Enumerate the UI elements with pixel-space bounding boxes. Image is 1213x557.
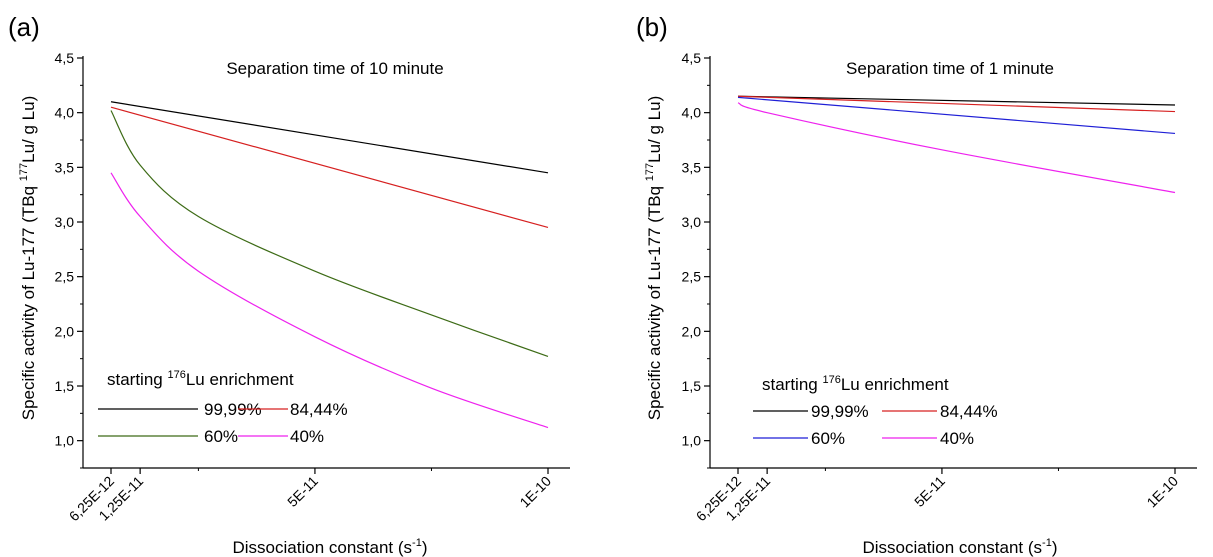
legend-entry-label: 60%: [204, 427, 238, 446]
legend-entry-label: 40%: [940, 429, 974, 448]
y-axis-label-superscript: 177: [644, 163, 656, 181]
y-axis-label-main: Specific activity of Lu-177 (TBq: [645, 181, 664, 420]
x-axis-label-superscript: -1: [1042, 537, 1052, 549]
legend: starting 176Lu enrichment 99,99% 84,44% 60%…: [98, 369, 348, 446]
legend-entry-label: 60%: [811, 429, 845, 448]
legend: starting 176Lu enrichment 99,99% 84,44% 60%…: [753, 374, 998, 448]
y-axis-label-superscript: 177: [18, 163, 30, 181]
series-line-2: [737, 96, 1176, 135]
x-axis-label-main: Dissociation constant (s: [233, 538, 413, 557]
y-tick-label: 2,0: [55, 323, 75, 339]
y-tick-label: 1,0: [55, 433, 75, 449]
panel-label: (b): [636, 12, 668, 42]
y-tick-label: 1,0: [682, 433, 702, 449]
x-axis-label-main: Dissociation constant (s: [863, 538, 1043, 557]
legend-entry-label: 40%: [290, 427, 324, 446]
legend-title-superscript: 176: [167, 369, 185, 381]
legend-title: starting 176Lu enrichment: [762, 374, 949, 394]
chart-title: Separation time of 1 minute: [846, 59, 1054, 78]
x-tick-label: 1E-10: [1143, 473, 1181, 511]
legend-title-end: Lu enrichment: [186, 370, 294, 389]
series-line-2: [110, 110, 549, 358]
x-axis-label: Dissociation constant (s-1): [863, 537, 1058, 557]
x-axis-label-end: ): [1052, 538, 1058, 557]
y-axis-label: Specific activity of Lu-177 (TBq 177Lu/ …: [18, 96, 38, 421]
y-axis-label: Specific activity of Lu-177 (TBq 177Lu/ …: [644, 96, 664, 421]
y-axis-label-main: Specific activity of Lu-177 (TBq: [19, 181, 38, 420]
y-tick-label: 1,5: [682, 378, 702, 394]
legend-entry-label: 99,99%: [811, 402, 869, 421]
legend-title-main: starting: [107, 370, 167, 389]
series-line-0: [110, 101, 549, 174]
series-line-0: [737, 95, 1176, 106]
y-tick-label: 4,5: [682, 50, 702, 66]
legend-entry-label: 84,44%: [940, 402, 998, 421]
x-tick-label: 1E-10: [516, 473, 554, 511]
y-tick-label: 3,5: [55, 159, 75, 175]
x-axis-label: Dissociation constant (s-1): [233, 537, 428, 557]
x-tick-label: 5E-11: [911, 473, 948, 510]
y-tick-label: 3,5: [682, 159, 702, 175]
y-tick-label: 4,0: [55, 105, 75, 121]
legend-entry-label: 84,44%: [290, 400, 348, 419]
legend-title-main: starting: [762, 375, 822, 394]
y-axis-label-unit: Lu/ g Lu): [645, 96, 664, 163]
y-axis-label-unit: Lu/ g Lu): [19, 96, 38, 163]
y-tick-label: 1,5: [55, 378, 75, 394]
x-axis-label-end: ): [422, 538, 428, 557]
legend-title-superscript: 176: [822, 374, 840, 386]
y-tick-label: 2,0: [682, 323, 702, 339]
chart-title: Separation time of 10 minute: [226, 59, 443, 78]
y-tick-label: 2,5: [682, 269, 702, 285]
chart-panel-b: (b)1,01,52,02,53,03,54,04,56,25E-121,25E…: [636, 12, 1197, 557]
x-tick-label: 5E-11: [284, 473, 321, 510]
chart-panel-a: (a)1,01,52,02,53,03,54,04,56,25E-121,25E…: [8, 12, 570, 557]
y-tick-label: 4,0: [682, 105, 702, 121]
legend-entry-label: 99,99%: [204, 400, 262, 419]
legend-title: starting 176Lu enrichment: [107, 369, 294, 389]
series-line-3: [110, 172, 549, 429]
legend-title-end: Lu enrichment: [841, 375, 949, 394]
series-line-1: [110, 106, 549, 229]
y-tick-label: 4,5: [55, 50, 75, 66]
y-tick-label: 3,0: [682, 214, 702, 230]
y-tick-label: 3,0: [55, 214, 75, 230]
x-axis-label-superscript: -1: [412, 537, 422, 549]
y-tick-label: 2,5: [55, 269, 75, 285]
panel-label: (a): [8, 12, 40, 42]
series-line-3: [737, 102, 1176, 194]
series-line-1: [737, 95, 1176, 113]
